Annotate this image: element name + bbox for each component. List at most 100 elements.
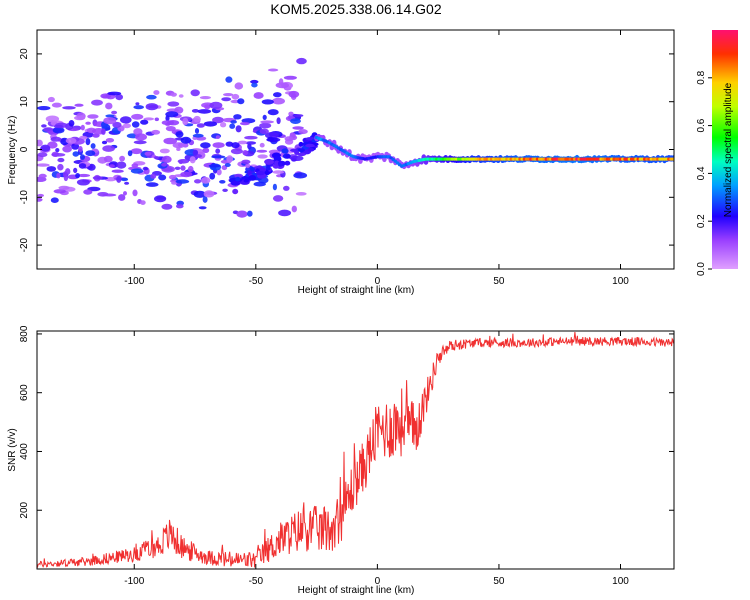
noise-blob bbox=[37, 197, 43, 202]
noise-blob bbox=[220, 122, 227, 128]
noise-blob bbox=[272, 195, 284, 202]
spectrogram-y-ticks: -20 -10 0 10 20 bbox=[19, 48, 674, 252]
noise-blob bbox=[37, 139, 43, 147]
noise-blob bbox=[174, 166, 181, 170]
noise-blob bbox=[216, 168, 222, 176]
noise-blob bbox=[146, 94, 157, 100]
noise-blob bbox=[167, 120, 180, 126]
x-tick-label: -100 bbox=[124, 276, 144, 287]
streak-blob bbox=[281, 148, 289, 154]
x-tick-label: 50 bbox=[493, 276, 505, 287]
noise-blob bbox=[174, 106, 184, 114]
trace-core bbox=[671, 157, 674, 161]
noise-blob bbox=[135, 102, 140, 106]
streak-blob bbox=[232, 188, 239, 195]
noise-blob bbox=[278, 209, 292, 217]
figure-title: KOM5.2025.338.06.14.G02 bbox=[270, 1, 442, 17]
streak-blob bbox=[307, 148, 315, 152]
spectrogram-y-label: Frequency (Hz) bbox=[7, 116, 18, 185]
noise-blob bbox=[204, 104, 211, 110]
noise-blob bbox=[145, 182, 159, 187]
noise-blob bbox=[236, 210, 248, 218]
noise-blob bbox=[288, 111, 294, 117]
y-tick-label: 10 bbox=[19, 96, 30, 108]
streak-blob bbox=[248, 175, 257, 181]
noise-blob bbox=[154, 195, 167, 203]
noise-blob bbox=[272, 170, 285, 174]
noise-blob bbox=[221, 97, 232, 102]
noise-blob bbox=[111, 169, 124, 173]
noise-blob bbox=[72, 151, 80, 157]
noise-blob bbox=[247, 210, 253, 217]
noise-blob bbox=[272, 183, 277, 191]
noise-blob bbox=[165, 111, 179, 118]
noise-blob bbox=[231, 142, 240, 149]
noise-blob bbox=[143, 117, 155, 121]
y-tick-label: -10 bbox=[19, 190, 30, 205]
spectrogram-content bbox=[37, 57, 674, 218]
noise-blob bbox=[256, 149, 268, 153]
snr-y-ticks: 200 400 600 800 bbox=[19, 325, 674, 519]
noise-blob bbox=[163, 137, 177, 145]
noise-blob bbox=[37, 176, 47, 182]
noise-blob bbox=[237, 98, 245, 105]
noise-blob bbox=[178, 159, 183, 165]
x-tick-label: -50 bbox=[249, 276, 264, 287]
noise-blob bbox=[193, 190, 206, 198]
noise-blob bbox=[253, 92, 264, 99]
noise-blob bbox=[57, 163, 64, 171]
streak-blob bbox=[256, 171, 265, 176]
snr-x-ticks: -100 -50 0 50 100 bbox=[124, 331, 629, 587]
noise-blob bbox=[124, 181, 130, 185]
noise-blob bbox=[251, 82, 258, 88]
noise-blob bbox=[215, 135, 220, 140]
noise-blob bbox=[111, 110, 118, 115]
noise-blob bbox=[209, 101, 223, 109]
noise-blob bbox=[201, 177, 211, 184]
noise-blob bbox=[62, 145, 72, 153]
colorbar-tick-label: 0.0 bbox=[696, 262, 707, 276]
streak-blob bbox=[273, 155, 282, 162]
noise-blob bbox=[80, 154, 85, 160]
noise-blob bbox=[53, 124, 64, 129]
noise-blob bbox=[219, 180, 226, 184]
noise-blob bbox=[234, 173, 244, 178]
noise-blob bbox=[116, 175, 122, 183]
streak-blob bbox=[297, 148, 305, 153]
noise-blob bbox=[83, 189, 93, 195]
streak-blob bbox=[243, 179, 249, 183]
noise-blob bbox=[53, 189, 66, 194]
noise-blob bbox=[154, 117, 159, 122]
noise-blob bbox=[175, 179, 190, 184]
noise-blob bbox=[241, 159, 251, 165]
noise-blob bbox=[100, 93, 112, 99]
noise-blob bbox=[105, 138, 115, 143]
noise-blob bbox=[180, 136, 192, 144]
noise-blob bbox=[197, 109, 212, 114]
noise-blob bbox=[244, 135, 258, 140]
noise-blob bbox=[176, 204, 184, 209]
streak-blob bbox=[291, 158, 297, 162]
noise-blob bbox=[267, 109, 279, 116]
colorbar-tick-label: 0.6 bbox=[696, 118, 707, 132]
streak-blob bbox=[266, 164, 271, 171]
noise-blob bbox=[288, 90, 300, 98]
noise-blob bbox=[168, 174, 177, 180]
noise-blob bbox=[119, 155, 125, 162]
y-tick-label: 200 bbox=[19, 501, 30, 518]
noise-blob bbox=[229, 123, 236, 129]
noise-blob bbox=[71, 143, 80, 150]
noise-blob bbox=[115, 94, 123, 101]
noise-blob bbox=[222, 188, 228, 192]
noise-blob bbox=[37, 152, 48, 158]
colorbar-tick-label: 0.4 bbox=[696, 166, 707, 180]
streak-blob bbox=[297, 152, 306, 157]
noise-blob bbox=[74, 115, 86, 121]
noise-blob bbox=[298, 129, 308, 135]
noise-blob bbox=[85, 150, 96, 157]
noise-blob bbox=[153, 90, 160, 95]
noise-blob bbox=[192, 149, 199, 156]
streak-blob bbox=[235, 176, 241, 182]
noise-blob bbox=[159, 148, 170, 154]
noise-blob bbox=[52, 126, 65, 134]
